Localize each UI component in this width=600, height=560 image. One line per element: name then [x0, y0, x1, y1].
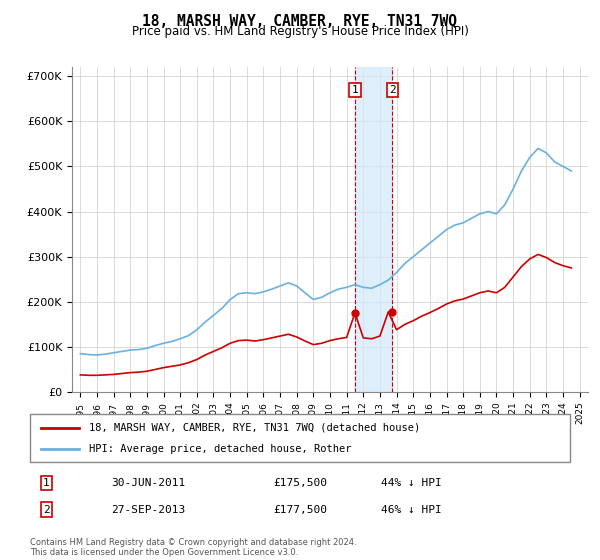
Text: 1: 1 — [43, 478, 50, 488]
Text: 27-SEP-2013: 27-SEP-2013 — [111, 505, 185, 515]
Text: HPI: Average price, detached house, Rother: HPI: Average price, detached house, Roth… — [89, 444, 352, 454]
Text: Price paid vs. HM Land Registry's House Price Index (HPI): Price paid vs. HM Land Registry's House … — [131, 25, 469, 38]
Text: Contains HM Land Registry data © Crown copyright and database right 2024.
This d: Contains HM Land Registry data © Crown c… — [30, 538, 356, 557]
Text: 18, MARSH WAY, CAMBER, RYE, TN31 7WQ (detached house): 18, MARSH WAY, CAMBER, RYE, TN31 7WQ (de… — [89, 423, 421, 433]
Text: 18, MARSH WAY, CAMBER, RYE, TN31 7WQ: 18, MARSH WAY, CAMBER, RYE, TN31 7WQ — [143, 14, 458, 29]
Text: £175,500: £175,500 — [273, 478, 327, 488]
Text: £177,500: £177,500 — [273, 505, 327, 515]
Text: 2: 2 — [389, 85, 396, 95]
Text: 1: 1 — [352, 85, 358, 95]
Text: 2: 2 — [43, 505, 50, 515]
Text: 30-JUN-2011: 30-JUN-2011 — [111, 478, 185, 488]
Bar — [355, 67, 392, 392]
FancyBboxPatch shape — [30, 414, 570, 462]
Text: 44% ↓ HPI: 44% ↓ HPI — [381, 478, 442, 488]
Text: 46% ↓ HPI: 46% ↓ HPI — [381, 505, 442, 515]
